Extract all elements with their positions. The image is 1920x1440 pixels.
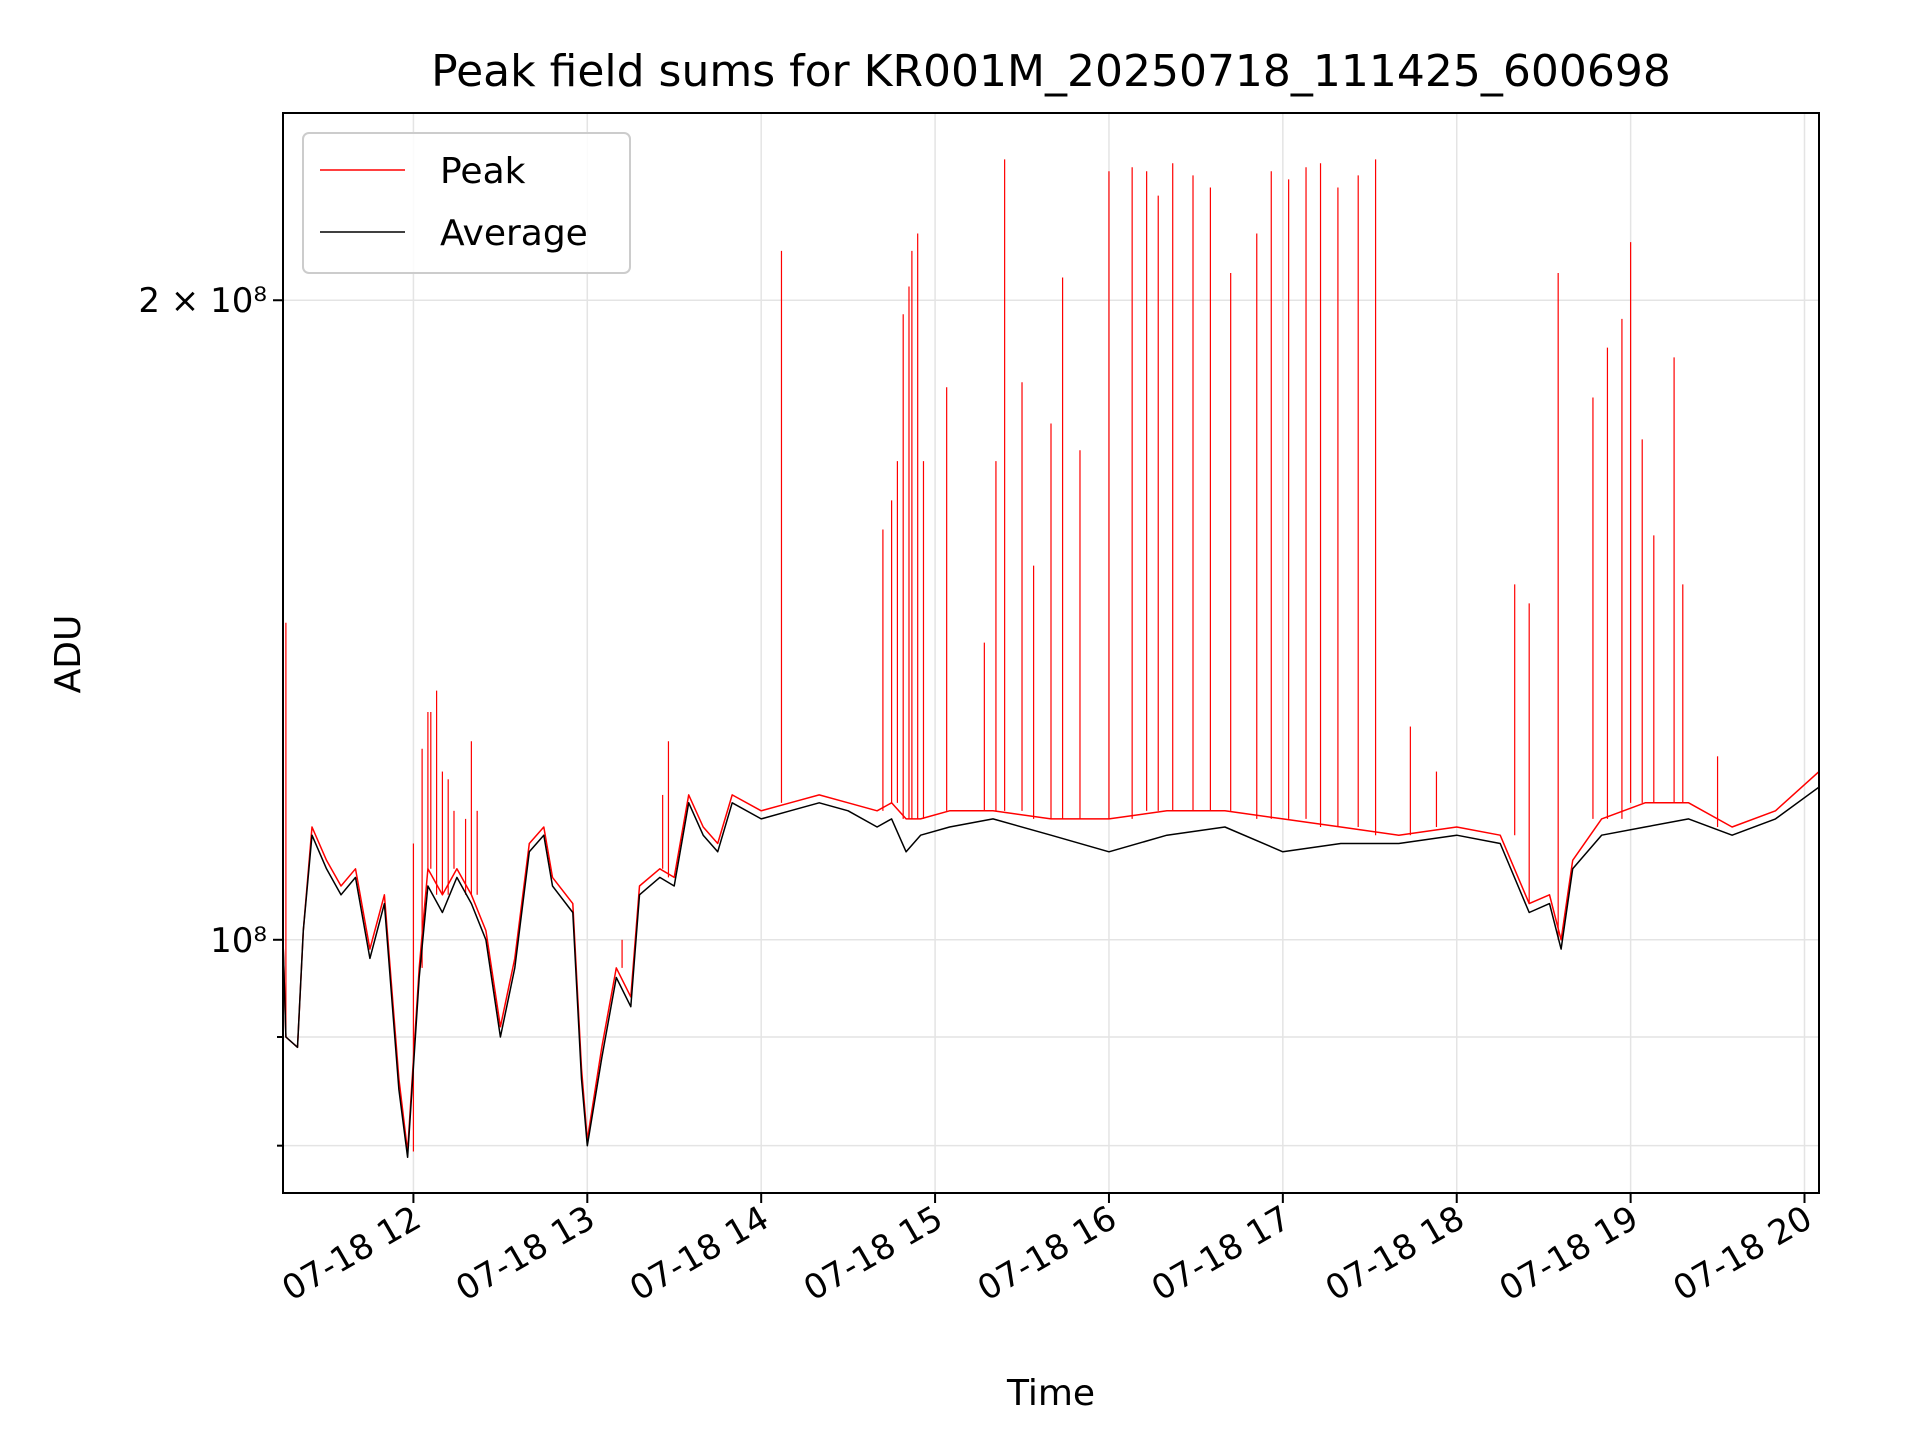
plot-frame: [282, 112, 1820, 1194]
peak-series-line: [283, 771, 1819, 1153]
legend-label-peak: Peak: [440, 151, 526, 192]
plot-area: [283, 159, 1819, 1159]
x-axis-label: Time: [1006, 1373, 1095, 1414]
y-tick-label: 10⁸: [210, 921, 267, 961]
legend-box: [302, 132, 631, 274]
y-axis: 10⁸ 2 × 10⁸: [138, 281, 283, 1147]
average-series-line: [283, 786, 1819, 1159]
legend: Peak Average: [302, 132, 631, 274]
legend-label-average: Average: [440, 213, 588, 254]
chart-title: Peak field sums for KR001M_20250718_1114…: [431, 46, 1671, 97]
series-layer: [283, 159, 1819, 1159]
y-axis-label: ADU: [48, 615, 89, 694]
y-tick-label: 2 × 10⁸: [138, 281, 267, 321]
